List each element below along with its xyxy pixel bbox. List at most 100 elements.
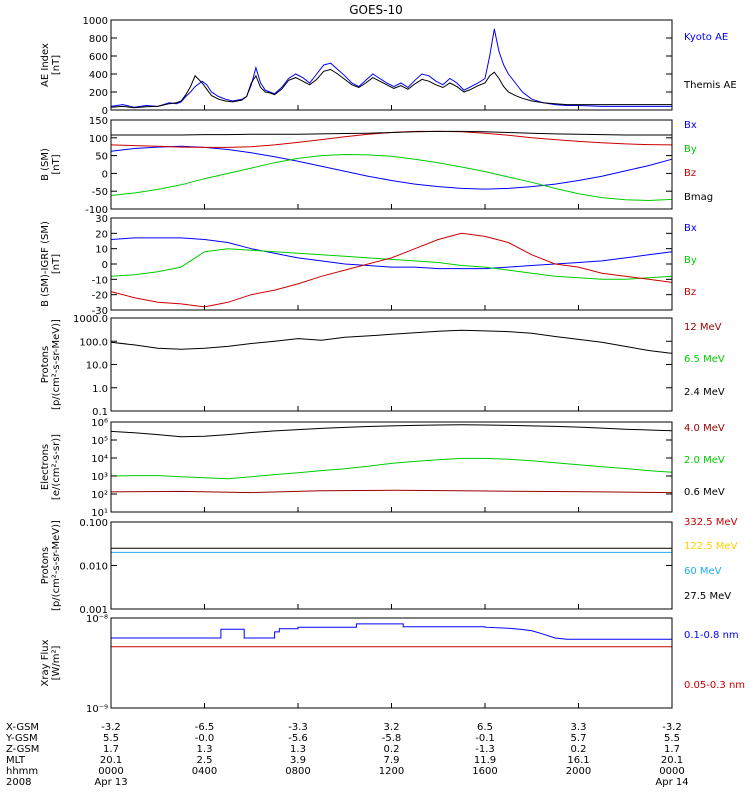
y-axis-label-line-bsm-1: [nT] xyxy=(51,154,62,174)
y-tick-label-electrons-1: 10² xyxy=(91,490,108,501)
legend-entry-xray-1: 0.05-0.3 nm xyxy=(684,680,745,691)
y-tick-label-electrons-3: 10⁴ xyxy=(91,454,108,465)
x-row-label-5: 2008 xyxy=(6,777,31,788)
legend-entry-protons_high-3: 27.5 MeV xyxy=(684,591,731,602)
legend-entry-protons_low-2: 2.4 MeV xyxy=(684,387,725,398)
x-row-label-4: hhmm xyxy=(6,766,38,777)
y-axis-label-bigrf: B (SM)-IGRF (SM)[nT] xyxy=(40,221,62,307)
y-tick-label-ae-5: 1000 xyxy=(83,16,108,27)
y-tick-label-ae-3: 600 xyxy=(89,52,108,63)
x-row-label-3: MLT xyxy=(6,755,26,766)
series-line-protons_low-2 xyxy=(110,329,673,354)
y-tick-label-electrons-4: 10⁵ xyxy=(91,436,108,447)
x-row-value-4-3: 1200 xyxy=(379,766,404,777)
y-axis-label-line-electrons-0: Electrons xyxy=(40,444,51,490)
legend-entry-bsm-1: By xyxy=(684,144,697,155)
x-row-value-3-3: 7.9 xyxy=(384,755,400,766)
x-row-value-4-2: 0800 xyxy=(285,766,310,777)
x-row-label-2: Z-GSM xyxy=(6,744,39,755)
x-row-value-1-3: -5.8 xyxy=(382,733,402,744)
x-row-value-1-1: -0.0 xyxy=(195,733,215,744)
legend-entry-bsm-3: Bmag xyxy=(684,192,713,203)
x-row-value-3-5: 16.1 xyxy=(567,755,589,766)
x-row-label-1: Y-GSM xyxy=(5,733,38,744)
x-row-value-2-5: 0.2 xyxy=(571,744,587,755)
series-line-bsm-2 xyxy=(110,130,673,148)
y-tick-label-electrons-5: 10⁶ xyxy=(91,418,108,429)
y-tick-label-bsm-2: 0 xyxy=(102,169,108,180)
y-tick-label-bsm-1: -50 xyxy=(92,187,108,198)
y-tick-label-xray-0: 10⁻⁹ xyxy=(86,704,108,715)
legend-entry-bigrf-0: Bx xyxy=(684,223,697,234)
x-row-value-5-6: Apr 14 xyxy=(655,777,688,788)
x-row-value-0-4: 6.5 xyxy=(477,722,493,733)
x-row-value-1-4: -0.1 xyxy=(475,733,495,744)
panel-frame-protons_low xyxy=(110,317,673,412)
y-axis-label-line-electrons-1: [e/(cm²-s-sr)] xyxy=(51,434,62,500)
y-tick-label-bigrf-3: 0 xyxy=(102,260,108,271)
y-tick-label-bsm-4: 100 xyxy=(89,134,108,145)
y-tick-label-bigrf-6: 30 xyxy=(95,214,108,225)
legend-entry-ae-0: Kyoto AE xyxy=(684,32,728,43)
panel-bigrf: Bx By Bz -30 -20 -10 0 10 20 30 B (SM)-IGRF (SM)[n… xyxy=(40,214,697,317)
y-axis-label-line-ae-0: AE Index xyxy=(40,43,51,87)
x-row-value-4-1: 0400 xyxy=(192,766,217,777)
x-row-value-0-3: 3.2 xyxy=(384,722,400,733)
y-axis-label-line-protons_low-0: Protons xyxy=(40,346,51,383)
legend-entry-bigrf-2: Bz xyxy=(684,287,696,298)
panel-protons_low: 12 MeV 6.5 MeV 2.4 MeV 0.1 1.0 10.0 100.0 1000.… xyxy=(40,314,725,418)
y-tick-label-bsm-0: -100 xyxy=(85,205,108,216)
y-tick-label-ae-2: 400 xyxy=(89,70,108,81)
x-row-value-4-0: 0000 xyxy=(98,766,123,777)
panel-frame-electrons xyxy=(110,421,673,513)
legend-entry-electrons-0: 4.0 MeV xyxy=(684,423,725,434)
y-axis-label-line-ae-1: [nT] xyxy=(51,55,62,75)
legend-entry-bigrf-1: By xyxy=(684,255,697,266)
legend-entry-protons_low-0: 12 MeV xyxy=(684,322,722,333)
y-axis-label-line-protons_high-0: Protons xyxy=(40,547,51,584)
legend-entry-protons_high-2: 60 MeV xyxy=(684,566,722,577)
x-row-value-2-3: 0.2 xyxy=(384,744,400,755)
y-tick-label-protons_low-2: 10.0 xyxy=(86,361,108,372)
series-line-bsm-0 xyxy=(110,145,673,190)
legend-entry-bsm-0: Bx xyxy=(684,120,697,131)
x-row-value-0-6: -3.2 xyxy=(662,722,682,733)
x-row-value-1-2: -5.6 xyxy=(288,733,308,744)
y-tick-label-ae-0: 0 xyxy=(102,106,108,117)
panel-frame-protons_high xyxy=(110,521,673,610)
series-line-electrons-2 xyxy=(110,424,673,438)
y-axis-label-bsm: B (SM)[nT] xyxy=(40,148,62,181)
x-row-value-3-2: 3.9 xyxy=(290,755,306,766)
x-row-value-4-6: 0000 xyxy=(659,766,684,777)
x-row-value-3-0: 20.1 xyxy=(100,755,122,766)
panel-ae: Kyoto AE Themis AE 0 200 400 600 800 1000 AE Ind… xyxy=(40,16,737,117)
y-axis-label-ae: AE Index[nT] xyxy=(40,43,62,87)
y-tick-label-protons_high-2: 0.100 xyxy=(79,518,108,529)
legend-entry-protons_high-0: 332.5 MeV xyxy=(684,517,738,528)
legend-entry-electrons-1: 2.0 MeV xyxy=(684,455,725,466)
y-tick-label-bigrf-4: 10 xyxy=(95,245,108,256)
y-tick-label-protons_high-1: 0.010 xyxy=(79,562,108,573)
panel-bsm: Bx By Bz Bmag -100 -50 0 50 100 150 B (SM)[nT] xyxy=(40,116,713,216)
x-row-value-1-5: 5.7 xyxy=(571,733,587,744)
panel-frame-bigrf xyxy=(110,217,673,311)
series-line-bsm-1 xyxy=(110,153,673,202)
y-axis-label-protons_low: Protons[p/(cm²-s-sr-MeV)] xyxy=(40,319,62,410)
x-row-value-0-0: -3.2 xyxy=(101,722,121,733)
y-tick-label-bigrf-5: 20 xyxy=(95,229,108,240)
y-tick-label-protons_low-4: 1000.0 xyxy=(73,314,108,325)
y-tick-label-protons_low-1: 1.0 xyxy=(92,384,108,395)
series-line-ae-0 xyxy=(110,28,672,108)
x-row-value-1-0: 5.5 xyxy=(103,733,119,744)
legend-entry-protons_high-1: 122.5 MeV xyxy=(684,541,738,552)
y-tick-label-ae-1: 200 xyxy=(89,88,108,99)
y-tick-label-bigrf-0: -30 xyxy=(92,306,108,317)
y-axis-label-electrons: Electrons[e/(cm²-s-sr)] xyxy=(40,434,62,500)
series-line-ae-1 xyxy=(110,68,672,109)
x-row-value-2-4: -1.3 xyxy=(475,744,495,755)
y-tick-label-xray-1: 10⁻⁸ xyxy=(86,614,108,625)
y-tick-label-bigrf-1: -20 xyxy=(92,291,108,302)
panel-frame-xray xyxy=(110,617,673,709)
legend-entry-electrons-2: 0.6 MeV xyxy=(684,487,725,498)
y-tick-label-bsm-5: 150 xyxy=(89,116,108,127)
